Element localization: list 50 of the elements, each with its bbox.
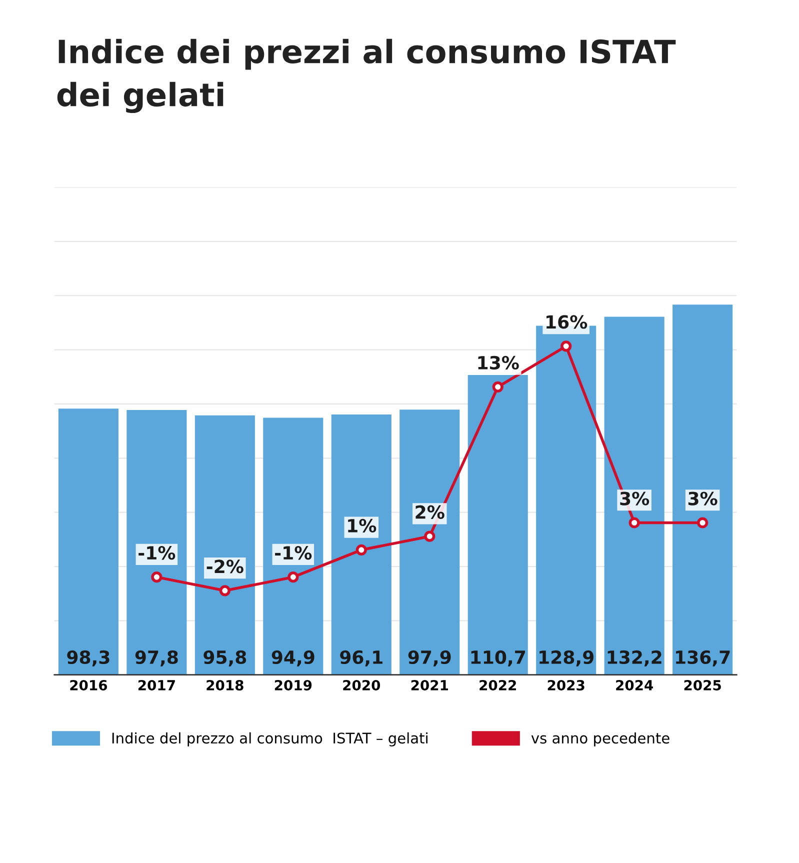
point bbox=[424, 530, 436, 542]
data-label: -1% bbox=[138, 546, 176, 560]
x-tick-label: 2016 bbox=[70, 680, 108, 690]
point bbox=[151, 572, 162, 583]
bar bbox=[126, 410, 187, 675]
data-label: 132,2 bbox=[608, 650, 662, 666]
x-tick-label: 2020 bbox=[343, 680, 380, 690]
data-label: 110,7 bbox=[471, 650, 525, 666]
data-label: 96,1 bbox=[340, 650, 382, 666]
bar bbox=[58, 408, 118, 675]
x-tick-label: 2024 bbox=[616, 680, 654, 690]
data-label: 94,9 bbox=[272, 650, 314, 666]
point bbox=[560, 340, 572, 352]
x-tick-label: 2022 bbox=[480, 680, 516, 690]
point bbox=[492, 381, 504, 392]
bar bbox=[331, 414, 392, 675]
point bbox=[288, 572, 299, 583]
x-tick-label: 2025 bbox=[684, 680, 721, 690]
x-tick-label: 2023 bbox=[548, 680, 584, 690]
point bbox=[356, 544, 367, 556]
chart-title: Indice dei prezzi al consumo ISTAT dei gelati bbox=[57, 38, 676, 114]
legend-label: vs anno pecedente bbox=[531, 732, 670, 746]
x-tick-label: 2021 bbox=[411, 680, 448, 690]
bar bbox=[604, 316, 664, 675]
legend-label: Indice del prezzo al consumo ISTAT – gelati bbox=[112, 732, 428, 746]
data-label: 128,9 bbox=[540, 650, 594, 666]
data-label: 3% bbox=[620, 492, 650, 506]
point bbox=[628, 517, 640, 528]
data-label: 98,3 bbox=[67, 650, 110, 666]
data-label: 13% bbox=[478, 356, 519, 370]
data-label: -1% bbox=[275, 546, 312, 560]
point bbox=[219, 585, 230, 596]
data-label: 136,7 bbox=[676, 650, 730, 666]
data-label: 97,9 bbox=[408, 650, 451, 666]
bar bbox=[672, 304, 733, 675]
data-label: -2% bbox=[206, 560, 244, 574]
data-label: 2% bbox=[416, 505, 444, 519]
data-label: 97,8 bbox=[135, 650, 178, 666]
bar bbox=[468, 374, 528, 675]
x-tick-label: 2017 bbox=[138, 680, 175, 690]
data-label: 1% bbox=[348, 518, 376, 533]
data-label: 95,8 bbox=[204, 650, 246, 666]
data-label: 16% bbox=[546, 315, 588, 329]
bar bbox=[400, 410, 460, 675]
x-tick-label: 2019 bbox=[274, 680, 312, 690]
point bbox=[697, 517, 708, 528]
bar bbox=[263, 418, 324, 675]
data-label: 3% bbox=[688, 492, 718, 506]
bar bbox=[194, 415, 255, 675]
x-tick-label: 2018 bbox=[206, 680, 244, 690]
